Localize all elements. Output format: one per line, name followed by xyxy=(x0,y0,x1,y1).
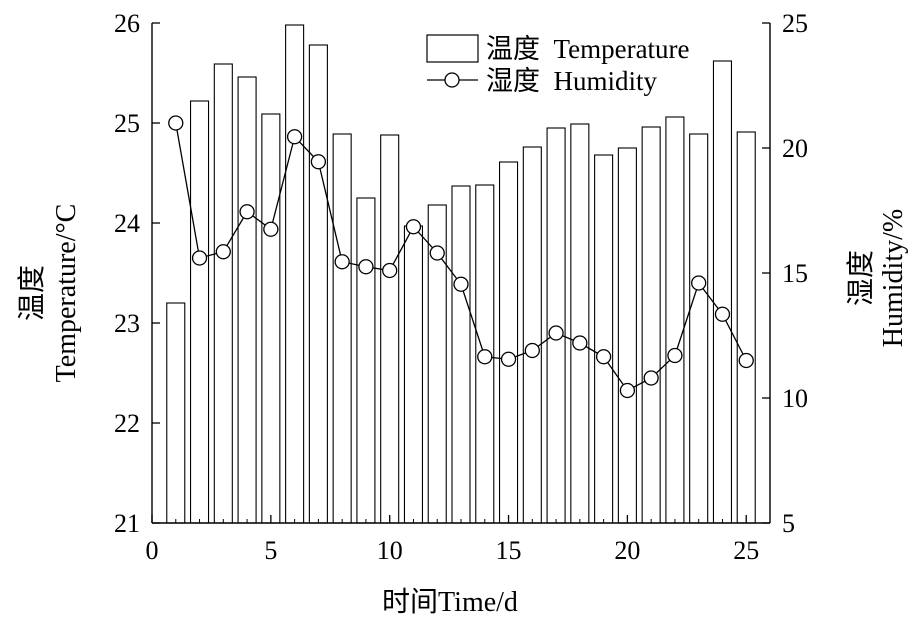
humidity-point xyxy=(286,129,303,145)
y-right-axis-label-cn: 湿度 xyxy=(845,250,877,306)
temperature-bar xyxy=(213,63,233,524)
x-tick-label: 25 xyxy=(733,536,759,565)
temperature-bar xyxy=(570,123,590,524)
humidity-point xyxy=(572,335,588,351)
legend-temperature-label: 温度 Temperature xyxy=(486,34,690,64)
x-tick-label: 15 xyxy=(496,536,522,565)
temperature-bar xyxy=(522,146,542,524)
humidity-point xyxy=(239,204,255,220)
legend-bar-swatch xyxy=(426,34,479,63)
temperature-bar xyxy=(451,185,471,524)
axes xyxy=(151,22,771,524)
legend: 温度 Temperature 湿度 Humidity xyxy=(426,34,690,96)
y-right-tick-label: 20 xyxy=(782,134,808,163)
y-left-tick-label: 23 xyxy=(114,309,140,338)
y-right-tick-label: 15 xyxy=(782,259,808,288)
temperature-bar xyxy=(736,131,756,524)
humidity-point xyxy=(524,342,540,359)
y-left-axis-label-en: Temperature/°C xyxy=(51,204,82,383)
temperature-bars xyxy=(166,24,756,524)
humidity-point xyxy=(191,250,208,266)
humidity-point xyxy=(358,259,374,275)
temperature-bar xyxy=(641,126,661,524)
y-left-tick-label: 26 xyxy=(114,9,140,38)
humidity-point xyxy=(429,245,445,261)
x-tick-label: 20 xyxy=(614,536,640,565)
humidity-point xyxy=(667,347,683,364)
temperature-bar xyxy=(712,60,733,524)
humidity-point xyxy=(643,370,659,386)
humidity-point xyxy=(548,325,564,341)
legend-humidity-label: 湿度 Humidity xyxy=(486,66,658,96)
temperature-bar xyxy=(237,76,257,524)
temperature-bar xyxy=(380,134,400,524)
humidity-point xyxy=(619,382,636,399)
temperature-bar xyxy=(308,44,328,524)
humidity-point xyxy=(310,154,327,170)
y-left-tick-label: 25 xyxy=(114,109,140,138)
temperature-bar xyxy=(356,197,376,524)
humidity-point xyxy=(334,254,350,270)
temperature-bar xyxy=(285,24,305,524)
y-right-tick-label: 25 xyxy=(782,9,808,38)
x-axis-label: 时间Time/d xyxy=(382,586,518,618)
temperature-bar xyxy=(261,113,281,524)
y-right-axis-label-en: Humidity/% xyxy=(878,209,909,347)
y-left-tick-label: 21 xyxy=(114,509,140,538)
humidity-point xyxy=(691,275,707,291)
temperature-bar xyxy=(594,154,614,524)
y-left-axis-label-cn: 温度 xyxy=(16,265,48,321)
temperature-bar xyxy=(617,147,637,524)
y-left-tick-label: 24 xyxy=(114,209,140,238)
y-left-tick-label: 22 xyxy=(114,409,140,438)
humidity-point xyxy=(500,351,517,367)
legend-line-marker xyxy=(444,72,460,88)
humidity-point xyxy=(405,219,422,235)
y-right-tick-label: 10 xyxy=(782,384,808,413)
humidity-point xyxy=(477,349,493,365)
humidity-point xyxy=(714,306,731,322)
temperature-bar xyxy=(189,100,210,524)
humidity-point xyxy=(738,352,754,369)
x-tick-label: 0 xyxy=(146,536,159,565)
humidity-point xyxy=(453,276,469,292)
humidity-line-layer xyxy=(168,115,754,399)
humidity-point xyxy=(382,262,398,279)
temperature-bar xyxy=(166,302,186,524)
humidity-point xyxy=(595,349,612,365)
humidity-point xyxy=(263,221,279,237)
temperature-bar xyxy=(665,116,685,524)
humidity-point xyxy=(168,115,184,131)
temperature-bar xyxy=(498,161,519,524)
x-tick-label: 10 xyxy=(377,536,403,565)
temperature-bar xyxy=(332,133,352,524)
y-right-tick-label: 5 xyxy=(782,509,795,538)
humidity-point xyxy=(215,244,231,260)
x-tick-label: 5 xyxy=(264,536,277,565)
temperature-bar xyxy=(403,225,424,524)
tick-labels: 0 5 10 15 20 25 21 22 23 24 25 26 5 10 15 20 25 xyxy=(114,9,808,565)
temperature-bar xyxy=(689,133,709,524)
